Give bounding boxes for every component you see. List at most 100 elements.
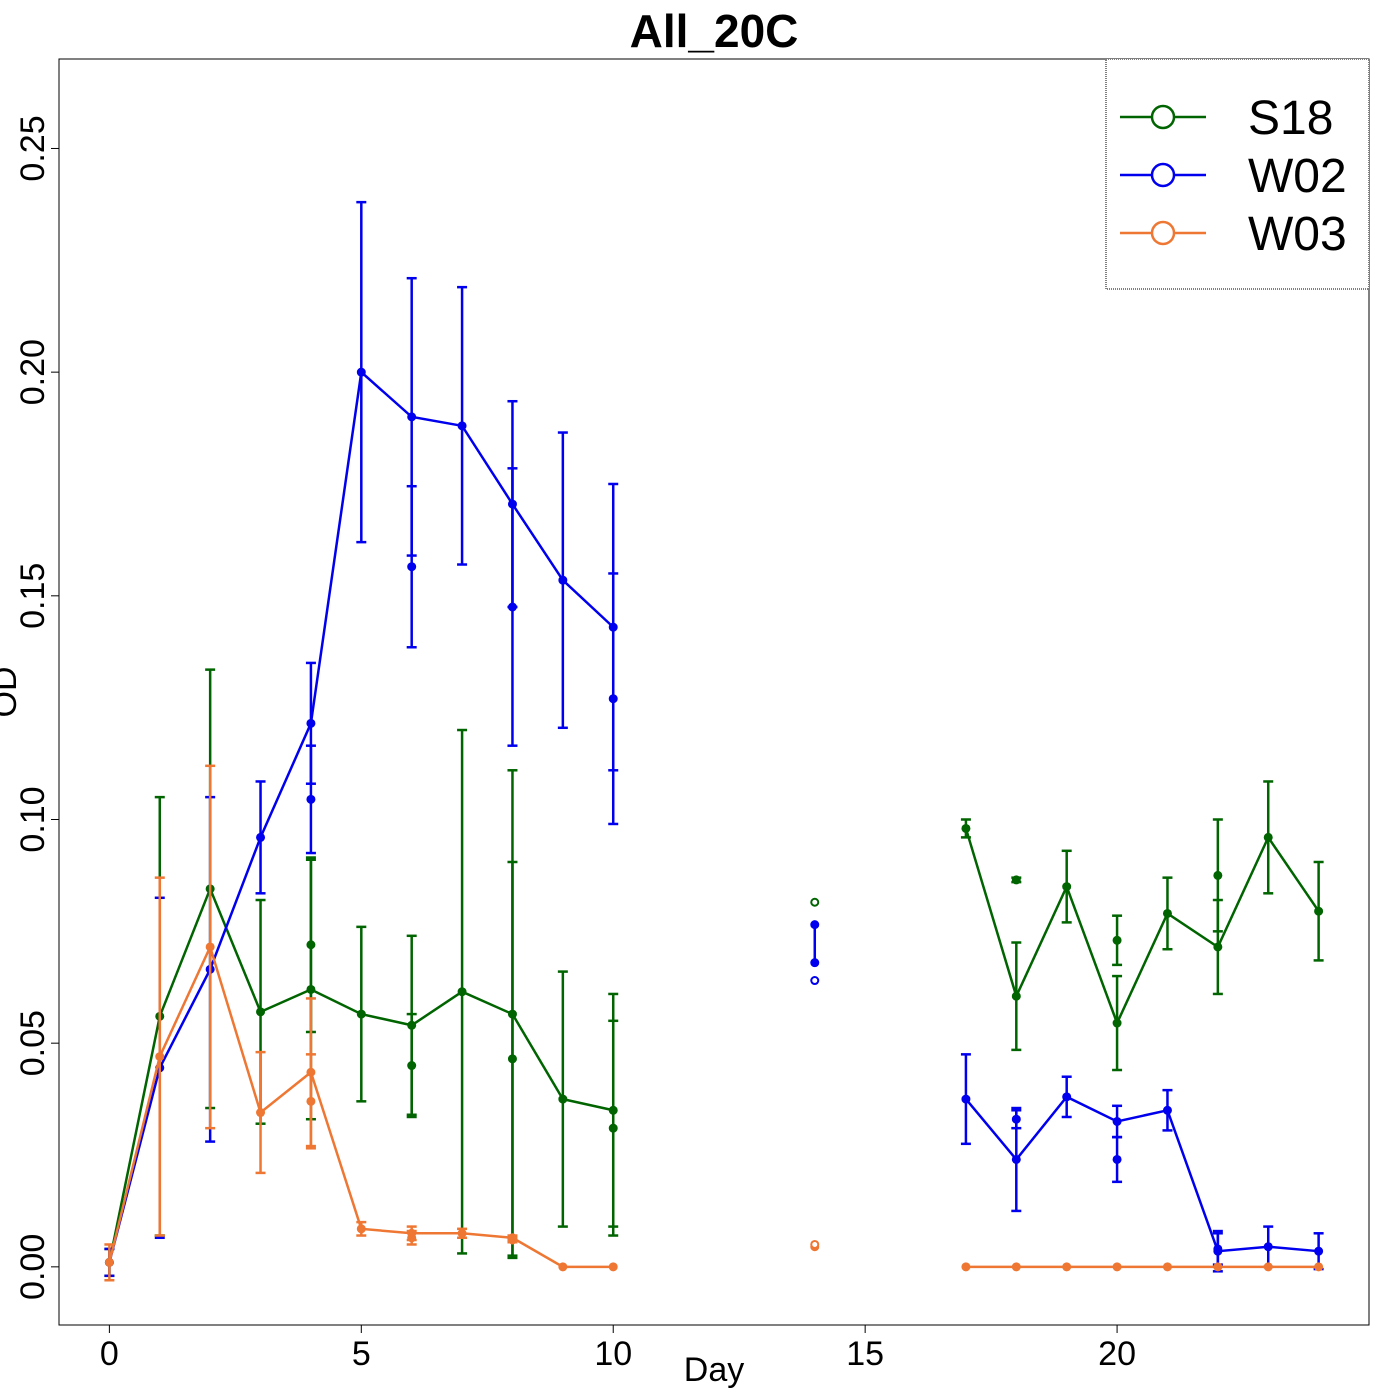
data-point <box>155 1052 165 1062</box>
data-point <box>810 920 820 930</box>
data-point <box>1062 1262 1072 1272</box>
data-point <box>306 718 316 728</box>
y-tick-label: 0.25 <box>14 115 52 181</box>
data-point <box>407 562 417 572</box>
x-tick-label: 0 <box>100 1335 119 1373</box>
data-point <box>810 1239 820 1249</box>
legend-marker <box>1150 162 1176 188</box>
legend-marker <box>1150 220 1176 246</box>
data-point <box>608 694 618 704</box>
data-point <box>558 575 568 585</box>
data-point <box>1213 1262 1223 1272</box>
plot-area <box>104 200 1324 1282</box>
data-point <box>104 1257 114 1267</box>
data-point <box>1112 1154 1122 1164</box>
chart-title: All_20C <box>630 5 799 57</box>
data-point <box>507 1235 517 1245</box>
data-point <box>810 958 820 968</box>
data-point <box>608 1105 618 1115</box>
y-tick-label: 0.15 <box>14 563 52 629</box>
data-point <box>457 421 467 431</box>
data-point <box>1011 991 1021 1001</box>
data-point <box>256 832 266 842</box>
y-tick-label: 0.00 <box>14 1234 52 1300</box>
legend-entry-w02: W02 <box>1120 150 1347 203</box>
data-point <box>1011 1154 1021 1164</box>
data-point <box>1112 1018 1122 1028</box>
data-point <box>407 1061 417 1071</box>
data-point <box>608 1123 618 1133</box>
data-point <box>407 1233 417 1243</box>
data-point <box>810 976 820 986</box>
data-point <box>1062 1092 1072 1102</box>
series-w03 <box>104 764 1324 1282</box>
data-point <box>1263 1242 1273 1252</box>
data-point <box>1011 1262 1021 1272</box>
data-point <box>356 367 366 377</box>
data-point <box>1263 832 1273 842</box>
legend-marker <box>1150 104 1176 130</box>
data-point <box>1213 870 1223 880</box>
data-point <box>608 622 618 632</box>
x-tick-label: 15 <box>846 1335 884 1373</box>
data-point <box>1213 942 1223 952</box>
data-point <box>306 940 316 950</box>
data-point <box>205 942 215 952</box>
data-point <box>407 412 417 422</box>
data-point <box>356 1009 366 1019</box>
data-point <box>558 1262 568 1272</box>
data-point <box>356 1224 366 1234</box>
data-point <box>1314 1262 1324 1272</box>
data-point <box>1162 1262 1172 1272</box>
legend-entry-w03: W03 <box>1120 208 1347 261</box>
x-tick-label: 10 <box>594 1335 632 1373</box>
plot-frame <box>58 58 1370 1326</box>
y-tick-label: 0.20 <box>14 339 52 405</box>
x-tick-label: 5 <box>352 1335 371 1373</box>
y-axis-title: OD <box>0 667 24 718</box>
data-point <box>961 823 971 833</box>
x-tick-label: 20 <box>1098 1335 1136 1373</box>
data-point <box>306 794 316 804</box>
data-point <box>507 1054 517 1064</box>
data-point <box>961 1262 971 1272</box>
data-point <box>306 1096 316 1106</box>
series-w02 <box>104 200 1324 1278</box>
legend-entry-s18: S18 <box>1120 92 1333 145</box>
data-point <box>457 1228 467 1238</box>
data-point <box>1314 1246 1324 1256</box>
y-tick-label: 0.05 <box>14 1010 52 1076</box>
legend-label: S18 <box>1248 92 1333 145</box>
x-axis-title: Day <box>684 1351 744 1389</box>
data-point <box>1011 1114 1021 1124</box>
legend-label: W03 <box>1248 208 1347 261</box>
data-point <box>608 1262 618 1272</box>
data-point <box>457 987 467 997</box>
data-point <box>1314 906 1324 916</box>
data-point <box>1062 882 1072 892</box>
data-point <box>1112 935 1122 945</box>
data-point <box>1263 1262 1273 1272</box>
data-point <box>1213 1244 1223 1254</box>
data-point <box>961 1094 971 1104</box>
data-point <box>256 1108 266 1118</box>
data-point <box>507 1009 517 1019</box>
series-s18 <box>104 668 1324 1278</box>
data-point <box>507 499 517 509</box>
data-point <box>558 1094 568 1104</box>
data-point <box>407 1020 417 1030</box>
data-point <box>1162 908 1172 918</box>
data-point <box>256 1007 266 1017</box>
data-point <box>1162 1105 1172 1115</box>
axes: 0 5 10 15 20 0.00 0.05 0.10 0.15 0.20 0.25 <box>14 115 1136 1373</box>
legend-label: W02 <box>1248 150 1347 203</box>
series-line <box>964 828 1320 1027</box>
data-point <box>1011 875 1021 885</box>
data-point <box>1112 1262 1122 1272</box>
series-line <box>964 1095 1319 1253</box>
y-tick-label: 0.10 <box>14 786 52 852</box>
data-point <box>507 602 517 612</box>
data-point <box>306 1067 316 1077</box>
